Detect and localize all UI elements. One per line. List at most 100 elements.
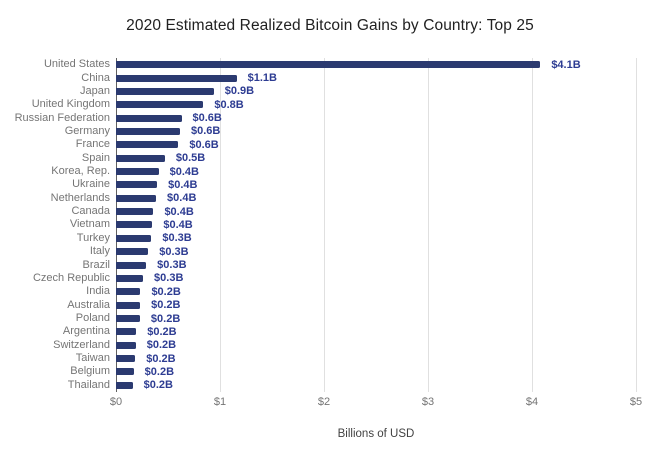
value-label: $0.2B xyxy=(146,352,176,365)
bar[interactable] xyxy=(116,168,159,176)
bar-track: $0.2B xyxy=(116,299,660,312)
value-label: $0.2B xyxy=(146,339,177,352)
chart-row: Switzerland $0.2B xyxy=(0,339,660,352)
category-label: Italy xyxy=(89,245,110,258)
chart-row: United States $4.1B xyxy=(0,58,660,71)
bar[interactable] xyxy=(116,288,141,296)
gridline xyxy=(324,58,325,392)
chart-row: Australia $0.2B xyxy=(0,298,660,312)
chart-row: Germany $0.6B xyxy=(0,125,660,138)
chart-row: United Kingdom $0.8B xyxy=(0,98,660,111)
bar[interactable] xyxy=(116,261,147,269)
chart-row: Ukraine $0.4B xyxy=(0,178,660,191)
x-tick-label: $2 xyxy=(317,396,331,408)
bar-track: $0.8B xyxy=(116,99,660,111)
chart-row: Netherlands $0.4B xyxy=(0,192,660,205)
chart-row: Canada $0.4B xyxy=(0,205,660,218)
category-label: Brazil xyxy=(82,258,110,271)
bar-track: $0.4B xyxy=(116,192,660,205)
value-label: $0.2B xyxy=(150,312,181,325)
bar[interactable] xyxy=(116,127,180,135)
gridline xyxy=(220,58,221,392)
gridline xyxy=(428,58,429,392)
bar[interactable] xyxy=(116,194,157,202)
chart-row: Vietnam $0.4B xyxy=(0,218,660,231)
value-label: $0.4B xyxy=(169,165,199,178)
bar[interactable] xyxy=(116,61,541,69)
bar[interactable] xyxy=(116,101,204,109)
chart-row: Argentina $0.2B xyxy=(0,325,660,338)
bar[interactable] xyxy=(116,208,154,216)
bar[interactable] xyxy=(116,87,214,95)
bar[interactable] xyxy=(116,301,141,309)
bar[interactable] xyxy=(116,315,140,322)
bar[interactable] xyxy=(116,234,152,242)
bar[interactable] xyxy=(116,221,153,229)
bar[interactable] xyxy=(116,355,136,363)
category-label: Argentina xyxy=(62,325,110,338)
chart-row: Taiwan $0.2B xyxy=(0,352,660,365)
category-label: Czech Republic xyxy=(32,271,110,284)
bar[interactable] xyxy=(116,341,136,349)
chart-row: Korea, Rep. $0.4B xyxy=(0,165,660,178)
bar[interactable] xyxy=(116,381,133,389)
value-label: $0.2B xyxy=(151,299,181,312)
value-label: $0.6B xyxy=(190,125,221,138)
bar-track: $4.1B xyxy=(116,59,660,71)
x-tick-label: $0 xyxy=(109,396,123,408)
category-label: Taiwan xyxy=(75,352,110,365)
bar[interactable] xyxy=(116,141,179,149)
bar-track: $0.3B xyxy=(116,259,660,272)
value-label: $0.2B xyxy=(143,379,173,392)
bar[interactable] xyxy=(116,154,165,162)
bar-track: $0.2B xyxy=(116,379,660,392)
value-label: $0.2B xyxy=(147,325,177,338)
value-label: $0.4B xyxy=(163,218,193,231)
category-label: Spain xyxy=(81,151,110,164)
gridline xyxy=(636,58,637,392)
x-tick-label: $1 xyxy=(213,396,227,408)
x-axis: $0 $1 $2 $3 $4 $5 xyxy=(0,396,660,410)
chart-row: Turkey $0.3B xyxy=(0,232,660,245)
x-tick-label: $3 xyxy=(421,396,435,408)
chart-row: Thailand $0.2B xyxy=(0,379,660,392)
chart-row: Czech Republic $0.3B xyxy=(0,272,660,285)
bar[interactable] xyxy=(116,181,158,189)
category-label: United States xyxy=(43,58,110,71)
bar[interactable] xyxy=(116,114,182,122)
bar[interactable] xyxy=(116,74,237,82)
value-label: $0.3B xyxy=(157,259,187,272)
bar-track: $1.1B xyxy=(116,72,660,84)
chart-row: China $1.1B xyxy=(0,71,660,85)
category-label: Australia xyxy=(67,298,110,311)
x-tick-label: $4 xyxy=(525,396,539,408)
bar[interactable] xyxy=(116,328,137,336)
bar-track: $0.4B xyxy=(116,218,660,231)
category-label: Korea, Rep. xyxy=(51,165,110,178)
x-axis-title: Billions of USD xyxy=(337,428,415,440)
bar-track: $0.3B xyxy=(116,272,660,284)
bar-track: $0.6B xyxy=(116,138,660,151)
category-label: Japan xyxy=(80,84,110,97)
bar-track: $0.2B xyxy=(116,352,660,365)
bar[interactable] xyxy=(116,274,144,282)
bar-track: $0.4B xyxy=(116,165,660,178)
value-label: $0.6B xyxy=(189,138,219,151)
bar[interactable] xyxy=(116,248,149,256)
value-label: $0.5B xyxy=(175,152,206,165)
bar-track: $0.6B xyxy=(116,125,660,138)
value-label: $0.4B xyxy=(167,192,197,205)
chart-row: France $0.6B xyxy=(0,138,660,151)
category-label: Netherlands xyxy=(50,191,110,204)
value-label: $0.6B xyxy=(192,112,222,125)
category-label: United Kingdom xyxy=(31,98,110,111)
category-label: Turkey xyxy=(76,231,110,244)
bar[interactable] xyxy=(116,368,134,376)
gridline xyxy=(532,58,533,392)
chart-row: Russian Federation $0.6B xyxy=(0,111,660,125)
category-label: Germany xyxy=(64,124,110,137)
category-label: Vietnam xyxy=(69,218,110,231)
chart-title: 2020 Estimated Realized Bitcoin Gains by… xyxy=(126,17,534,34)
x-tick-label: $5 xyxy=(629,396,643,408)
